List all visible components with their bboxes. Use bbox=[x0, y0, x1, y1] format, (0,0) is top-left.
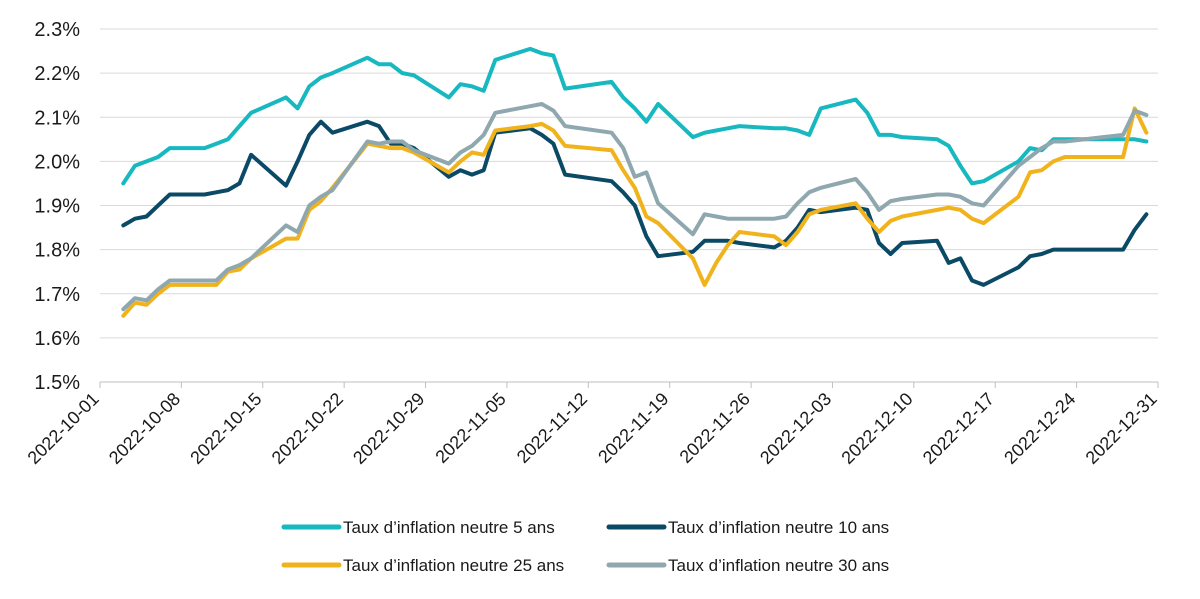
legend-label: Taux d’inflation neutre 30 ans bbox=[668, 556, 889, 575]
series-lines bbox=[121, 46, 1149, 318]
x-tick-label: 2022-12-24 bbox=[1000, 389, 1079, 468]
y-tick-label: 1.8% bbox=[34, 240, 80, 262]
legend-label: Taux d’inflation neutre 5 ans bbox=[343, 518, 555, 537]
y-tick-label: 2.0% bbox=[34, 151, 80, 173]
x-tick-label: 2022-11-19 bbox=[594, 389, 672, 467]
gridlines bbox=[100, 28, 1158, 383]
y-tick-label: 2.3% bbox=[34, 19, 80, 41]
y-axis-ticks: 1.5% 1.6% 1.7% 1.8% 1.9% 2.0% 2.1% 2.2% 2.3% bbox=[34, 19, 80, 394]
y-tick-label: 1.7% bbox=[34, 284, 80, 306]
series-line-2 bbox=[121, 119, 1149, 287]
x-tick-label: 2022-12-31 bbox=[1082, 389, 1161, 468]
series-line-3 bbox=[121, 106, 1149, 318]
y-tick-label: 2.1% bbox=[34, 107, 80, 129]
x-tick-label: 2022-11-12 bbox=[513, 389, 591, 467]
x-tick-label: 2022-10-08 bbox=[105, 389, 184, 468]
x-tick-label: 2022-12-17 bbox=[919, 389, 998, 468]
y-tick-label: 2.2% bbox=[34, 63, 80, 85]
series-line-1 bbox=[121, 46, 1149, 186]
x-tick-label: 2022-11-05 bbox=[431, 389, 509, 467]
x-tick-label: 2022-12-03 bbox=[756, 389, 835, 468]
x-axis-ticks: 2022-10-01 2022-10-08 2022-10-15 2022-10-22… bbox=[24, 382, 1161, 468]
legend-label: Taux d’inflation neutre 10 ans bbox=[668, 518, 889, 537]
x-tick-label: 2022-10-22 bbox=[268, 389, 347, 468]
x-tick-label: 2022-10-15 bbox=[186, 389, 265, 468]
x-tick-label: 2022-11-26 bbox=[676, 389, 754, 467]
legend: Taux d’inflation neutre 5 ans Taux d’infl… bbox=[281, 518, 889, 575]
legend-label: Taux d’inflation neutre 25 ans bbox=[343, 556, 564, 575]
x-tick-label: 2022-10-29 bbox=[349, 389, 428, 468]
x-tick-label: 2022-12-10 bbox=[837, 389, 916, 468]
x-tick-label: 2022-10-01 bbox=[24, 389, 103, 468]
y-tick-label: 1.5% bbox=[34, 372, 80, 394]
series-line-4 bbox=[121, 102, 1149, 312]
y-tick-label: 1.9% bbox=[34, 196, 80, 218]
y-tick-label: 1.6% bbox=[34, 328, 80, 350]
